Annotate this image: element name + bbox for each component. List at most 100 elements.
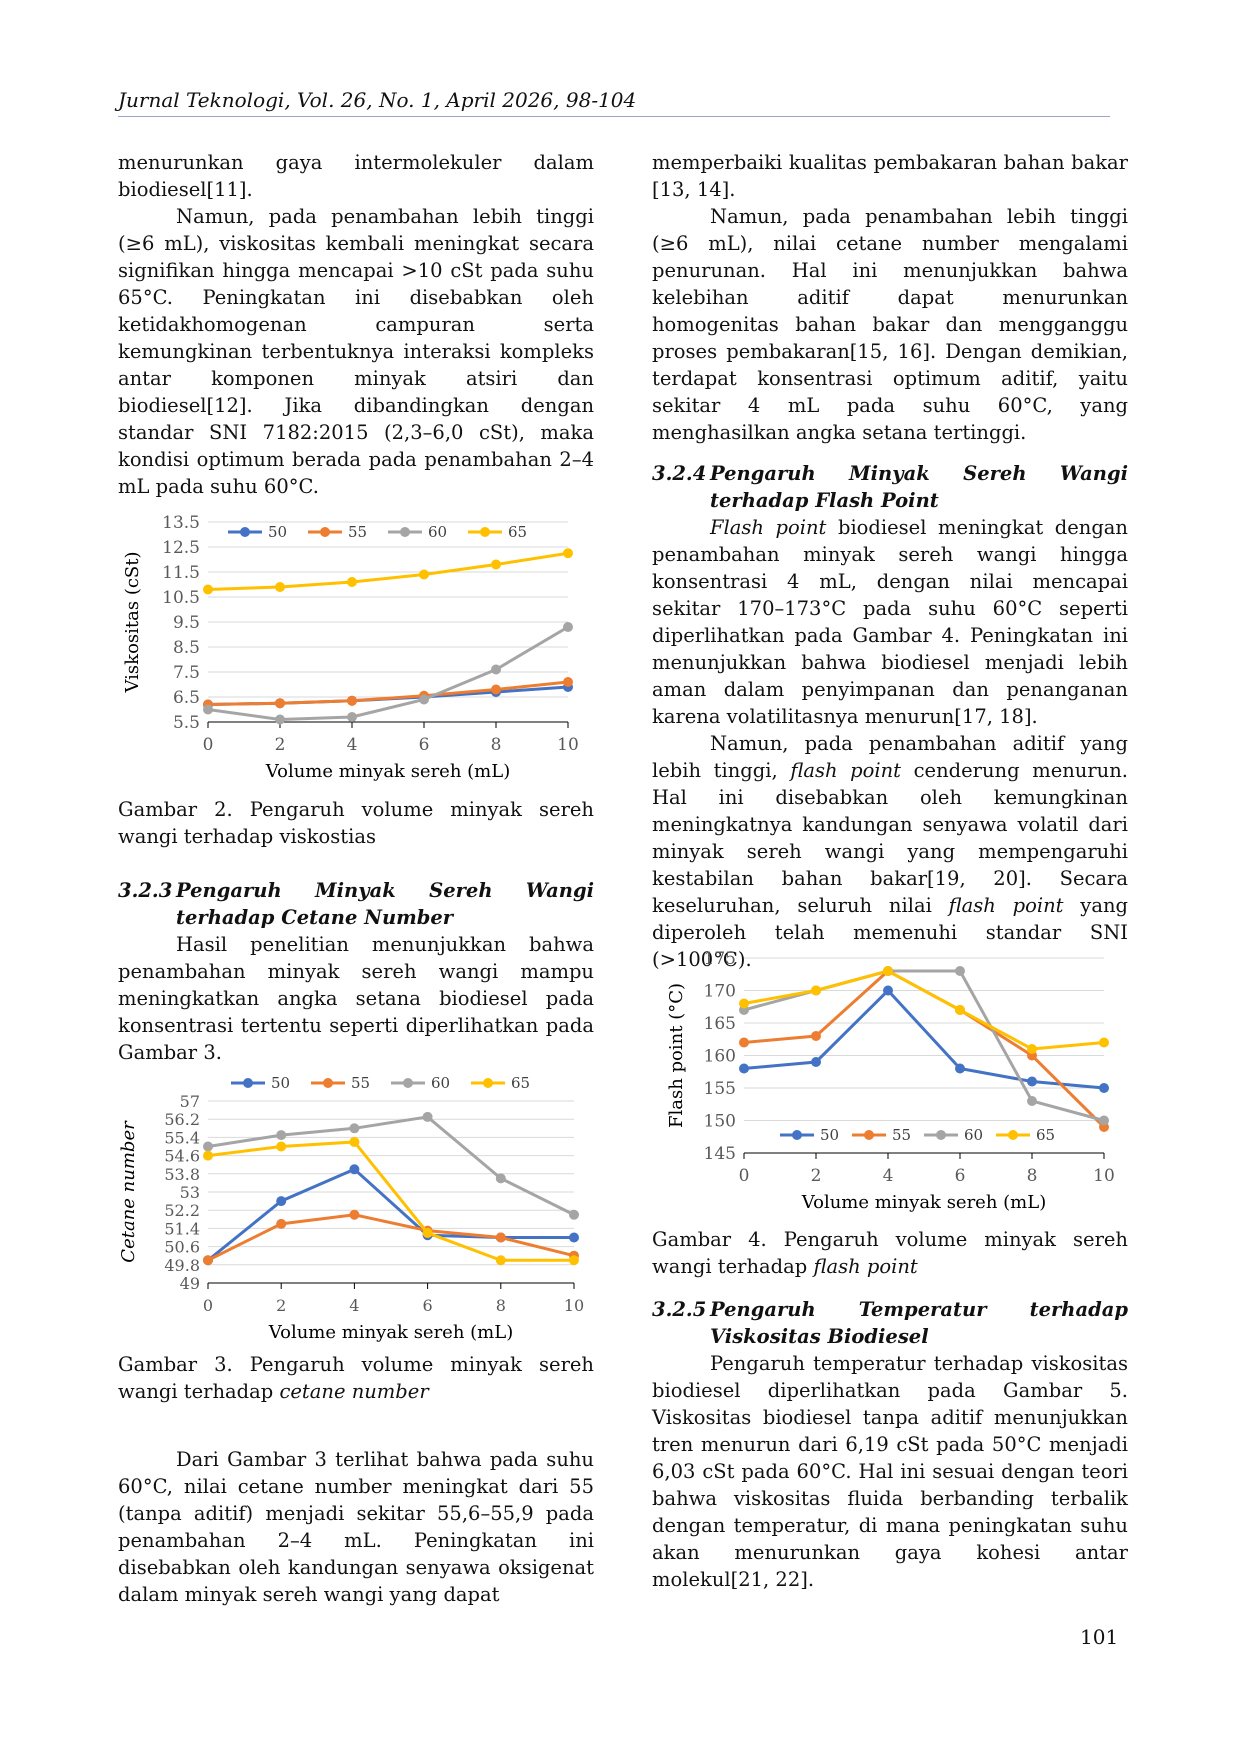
data-point-55 bbox=[495, 1232, 506, 1243]
legend-marker-60 bbox=[400, 527, 410, 537]
data-point-65 bbox=[811, 985, 821, 996]
x-tick-label: 2 bbox=[811, 1166, 822, 1186]
legend-marker-50 bbox=[243, 1078, 253, 1088]
section-heading-3-2-3: 3.2.3 Pengaruh Minyak Sereh Wangi terhad… bbox=[118, 877, 594, 931]
x-axis-label: Volume minyak sereh (mL) bbox=[265, 761, 510, 782]
caption-text: Gambar 4. Pengaruh volume minyak sereh w… bbox=[652, 1228, 1128, 1278]
y-tick-label: 170 bbox=[704, 982, 736, 1002]
x-tick-label: 10 bbox=[1093, 1166, 1115, 1186]
y-tick-label: 9.5 bbox=[173, 613, 200, 633]
data-point-60 bbox=[422, 1111, 433, 1122]
data-point-60 bbox=[203, 704, 213, 715]
paragraph: menurunkan gaya intermolekuler dalam bio… bbox=[118, 151, 594, 201]
x-axis-label: Volume minyak sereh (mL) bbox=[268, 1322, 513, 1343]
data-point-50 bbox=[811, 1057, 821, 1067]
data-point-60 bbox=[419, 694, 429, 705]
data-point-65 bbox=[347, 577, 357, 587]
legend-marker-60 bbox=[936, 1130, 946, 1140]
series-line-50 bbox=[207, 1167, 574, 1262]
data-point-50 bbox=[739, 1063, 749, 1074]
x-tick-label: 0 bbox=[203, 735, 214, 755]
data-point-60 bbox=[276, 1130, 287, 1141]
caption-italic: flash point bbox=[813, 1255, 918, 1278]
legend-marker-65 bbox=[483, 1078, 493, 1088]
paragraph: memperbaiki kualitas pembakaran bahan ba… bbox=[652, 151, 1128, 201]
left-column-3: Gambar 3. Pengaruh volume minyak sereh w… bbox=[118, 1351, 594, 1608]
x-tick-label: 2 bbox=[276, 1296, 286, 1315]
legend-label: 50 bbox=[820, 1126, 839, 1144]
y-tick-label: 57 bbox=[180, 1092, 200, 1111]
right-column-2: Gambar 4. Pengaruh volume minyak sereh w… bbox=[652, 1226, 1128, 1593]
x-tick-label: 4 bbox=[349, 1296, 359, 1315]
paragraph: Namun, pada penambahan aditif yang lebih… bbox=[652, 730, 1128, 973]
x-tick-label: 8 bbox=[496, 1296, 506, 1315]
left-column-2: Gambar 2. Pengaruh volume minyak sereh w… bbox=[118, 796, 594, 1066]
section-number: 3.2.4 bbox=[652, 462, 707, 485]
section-number: 3.2.3 bbox=[118, 879, 173, 902]
data-point-65 bbox=[276, 1141, 287, 1152]
data-point-65 bbox=[569, 1255, 579, 1266]
y-tick-label: 7.5 bbox=[173, 663, 200, 683]
data-point-65 bbox=[349, 1136, 360, 1147]
data-point-60 bbox=[563, 622, 573, 632]
legend-label: 55 bbox=[348, 523, 367, 541]
data-point-60 bbox=[491, 664, 501, 675]
legend-label: 50 bbox=[268, 523, 287, 541]
data-point-50 bbox=[276, 1196, 287, 1207]
data-point-55 bbox=[347, 695, 357, 706]
section-title: Pengaruh Minyak Sereh Wangi terhadap Fla… bbox=[710, 462, 1128, 512]
data-point-60 bbox=[275, 714, 285, 725]
y-tick-label: 8.5 bbox=[173, 638, 200, 658]
section-title: Pengaruh Temperatur terhadap Viskositas … bbox=[710, 1298, 1128, 1348]
x-tick-label: 4 bbox=[347, 735, 358, 755]
data-point-60 bbox=[349, 1123, 360, 1134]
series-line-65 bbox=[743, 969, 1105, 1051]
legend-label: 60 bbox=[428, 523, 447, 541]
italic-term: flash point bbox=[948, 894, 1064, 917]
paragraph: Namun, pada penambahan lebih tinggi (≥6 … bbox=[118, 205, 594, 498]
legend-marker-65 bbox=[1008, 1130, 1018, 1140]
paragraph: Hasil penelitian menunjukkan bahwa penam… bbox=[118, 933, 594, 1064]
paragraph: Pengaruh temperatur terhadap viskositas … bbox=[652, 1352, 1128, 1591]
data-point-50 bbox=[1027, 1076, 1037, 1087]
text: yang diperoleh telah memenuhi standar SN… bbox=[652, 894, 1128, 971]
x-tick-label: 6 bbox=[419, 735, 430, 755]
data-point-65 bbox=[883, 966, 893, 976]
data-point-60 bbox=[495, 1173, 506, 1184]
y-tick-label: 54.6 bbox=[164, 1147, 200, 1166]
y-tick-label: 12.5 bbox=[162, 538, 200, 558]
series-line-50 bbox=[743, 988, 1105, 1090]
data-point-60 bbox=[955, 966, 965, 976]
y-tick-label: 55.4 bbox=[164, 1128, 200, 1147]
series-line-55 bbox=[207, 1213, 575, 1262]
y-tick-label: 49.8 bbox=[164, 1256, 200, 1275]
y-tick-label: 5.5 bbox=[173, 713, 200, 733]
y-axis-label: Flash point (°C) bbox=[666, 983, 687, 1128]
x-tick-label: 8 bbox=[491, 735, 502, 755]
series-line-65 bbox=[207, 551, 569, 591]
section-number: 3.2.5 bbox=[652, 1298, 707, 1321]
y-tick-label: 53.8 bbox=[164, 1165, 200, 1184]
section-title: Pengaruh Minyak Sereh Wangi terhadap Cet… bbox=[176, 879, 594, 929]
text: biodiesel meningkat dengan penambahan mi… bbox=[652, 516, 1128, 728]
x-tick-label: 6 bbox=[423, 1296, 433, 1315]
figure-3-caption: Gambar 3. Pengaruh volume minyak sereh w… bbox=[118, 1351, 594, 1405]
text: Namun, pada penambahan aditif yang lebih… bbox=[652, 732, 1128, 782]
data-point-65 bbox=[419, 569, 429, 580]
legend-label: 65 bbox=[1036, 1126, 1055, 1144]
x-tick-label: 4 bbox=[883, 1166, 894, 1186]
legend-label: 55 bbox=[351, 1074, 370, 1092]
y-tick-label: 10.5 bbox=[162, 588, 200, 608]
series-line-60 bbox=[207, 1115, 575, 1217]
caption-text: Gambar 3. Pengaruh volume minyak sereh w… bbox=[118, 1353, 594, 1403]
legend-marker-55 bbox=[320, 527, 330, 537]
y-tick-label: 150 bbox=[704, 1112, 736, 1132]
y-tick-label: 53 bbox=[180, 1183, 200, 1202]
x-tick-label: 0 bbox=[203, 1296, 213, 1315]
x-tick-label: 0 bbox=[739, 1166, 750, 1186]
legend-marker-55 bbox=[323, 1078, 333, 1088]
journal-header: Jurnal Teknologi, Vol. 26, No. 1, April … bbox=[118, 88, 1110, 117]
text: cenderung menurun. Hal ini disebabkan ol… bbox=[652, 759, 1128, 917]
data-point-55 bbox=[563, 677, 573, 687]
